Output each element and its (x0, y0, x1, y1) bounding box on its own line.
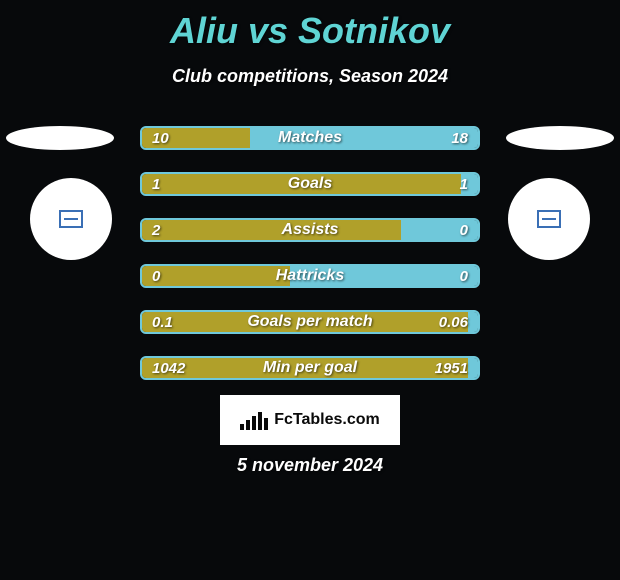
brand-bars-icon (240, 410, 268, 430)
stat-row: 00Hattricks (140, 264, 480, 288)
stat-label: Hattricks (142, 266, 478, 286)
date-label: 5 november 2024 (0, 455, 620, 476)
player1-avatar (30, 178, 112, 260)
stat-label: Goals (142, 174, 478, 194)
comparison-bars: 1018Matches 11Goals 20Assists 00Hattricks 0.… (140, 126, 480, 402)
brand-box: FcTables.com (220, 395, 400, 445)
brand-text: FcTables.com (274, 411, 380, 429)
page-title: Aliu vs Sotnikov (0, 0, 620, 52)
stat-row: 0.10.06Goals per match (140, 310, 480, 334)
stat-label: Assists (142, 220, 478, 240)
player1-base-ellipse (6, 126, 114, 150)
stat-row: 11Goals (140, 172, 480, 196)
stat-row: 20Assists (140, 218, 480, 242)
player2-name: Sotnikov (298, 10, 450, 51)
player2-base-ellipse (506, 126, 614, 150)
stat-label: Matches (142, 128, 478, 148)
vs-label: vs (248, 10, 288, 51)
flag-placeholder-icon (537, 210, 561, 228)
player1-name: Aliu (170, 10, 238, 51)
stat-row: 1018Matches (140, 126, 480, 150)
subtitle: Club competitions, Season 2024 (0, 66, 620, 87)
player2-avatar (508, 178, 590, 260)
flag-placeholder-icon (59, 210, 83, 228)
stat-label: Goals per match (142, 312, 478, 332)
stat-row: 10421951Min per goal (140, 356, 480, 380)
stat-label: Min per goal (142, 358, 478, 378)
